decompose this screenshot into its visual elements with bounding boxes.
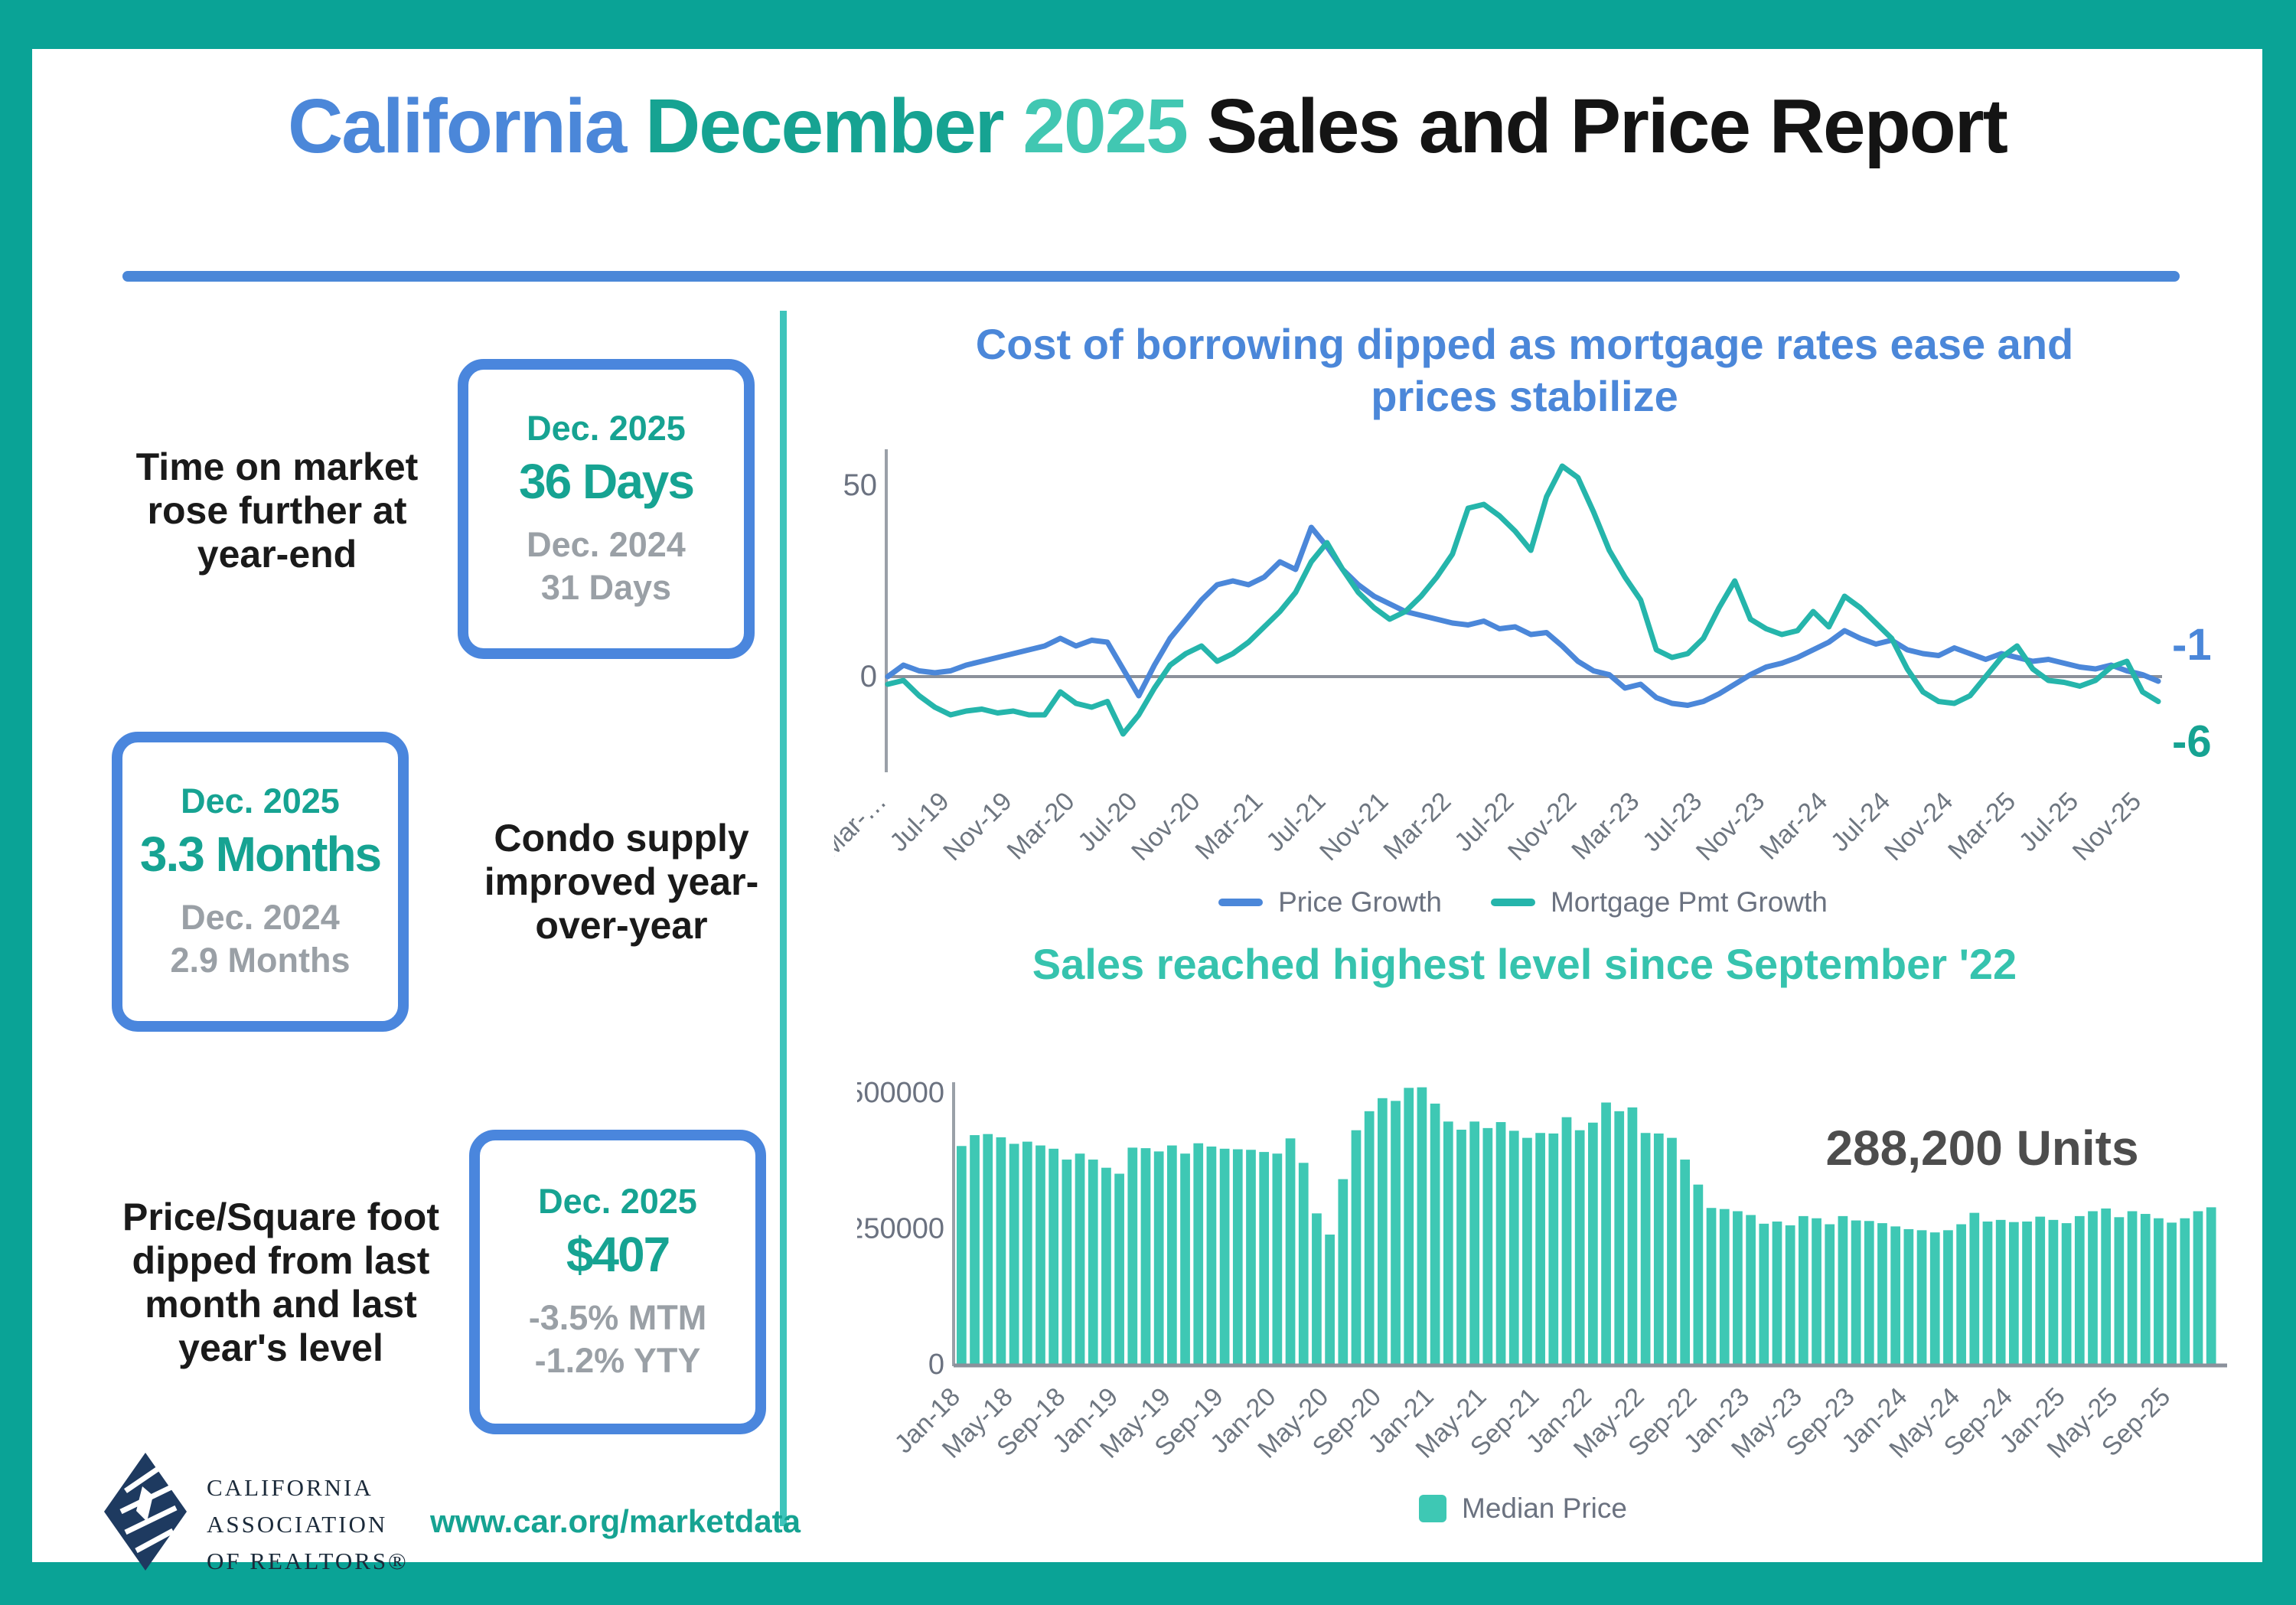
legend-label: Price Growth <box>1278 886 1442 918</box>
svg-text:Mar-23: Mar-23 <box>1566 787 1645 866</box>
column-divider <box>780 311 787 1526</box>
svg-text:Nov-23: Nov-23 <box>1691 787 1770 866</box>
logo-line-1: CALIFORNIA <box>207 1474 373 1501</box>
legend-item: Median Price <box>1419 1492 1627 1525</box>
title-part-december: December <box>645 83 1023 169</box>
logo-line-3: OF REALTORS® <box>207 1548 409 1575</box>
car-logo-text: CALIFORNIA ASSOCIATION OF REALTORS® <box>207 1470 459 1580</box>
svg-text:Mar-20: Mar-20 <box>1002 787 1081 866</box>
logo-line-2: ASSOCIATION <box>207 1511 388 1538</box>
bar-chart-title: Sales reached highest level since Septem… <box>1032 940 2017 988</box>
stat-yty-change: -1.2% YTY <box>534 1341 701 1380</box>
stat-value-days: 36 Days <box>519 453 695 509</box>
stat-box-condo-supply: Dec. 2025 3.3 Months Dec. 2024 2.9 Month… <box>112 732 409 1032</box>
stat-value-months: 3.3 Months <box>139 826 382 882</box>
stat-prev-period: Dec. 2024 <box>181 897 340 937</box>
svg-text:0: 0 <box>860 660 877 693</box>
legend-item: Mortgage Pmt Growth <box>1490 886 1828 918</box>
line-chart-svg: 050Mar-…Jul-19Nov-19Mar-20Jul-20Nov-20Ma… <box>815 449 2288 866</box>
title-underline-rule <box>122 271 2180 282</box>
bar-chart-legend: Median Price <box>834 1492 2212 1525</box>
svg-text:Nov-20: Nov-20 <box>1126 787 1205 866</box>
svg-text:Nov-25: Nov-25 <box>2067 787 2147 866</box>
car-logo-icon <box>104 1453 187 1571</box>
svg-text:Mar-25: Mar-25 <box>1942 787 2021 866</box>
stat-mtm-change: -3.5% MTM <box>528 1297 707 1337</box>
svg-text:-6.5%: -6.5% <box>2172 717 2212 767</box>
title-part-report: Sales and Price Report <box>1206 83 2008 169</box>
legend-item: Price Growth <box>1218 886 1442 918</box>
svg-text:Nov-19: Nov-19 <box>938 787 1017 866</box>
stat-value-price: $407 <box>566 1226 670 1282</box>
stat-label-time-on-market: Time on market rose further at year-end <box>135 445 419 576</box>
stat-prev-value: 31 Days <box>540 568 672 607</box>
legend-bar-swatch <box>1419 1495 1447 1522</box>
stat-prev-value: 2.9 Months <box>170 941 351 980</box>
legend-label: Median Price <box>1462 1492 1627 1524</box>
svg-text:Nov-24: Nov-24 <box>1879 787 1958 866</box>
marketdata-url-link[interactable]: www.car.org/marketdata <box>430 1503 801 1539</box>
stat-box-price-sqft: Dec. 2025 $407 -3.5% MTM -1.2% YTY <box>469 1130 766 1434</box>
stat-prev-period: Dec. 2024 <box>527 524 686 564</box>
legend-label: Mortgage Pmt Growth <box>1550 886 1828 918</box>
svg-text:-1.2%: -1.2% <box>2172 620 2212 670</box>
svg-text:Nov-22: Nov-22 <box>1502 787 1582 866</box>
bar-chart-svg: 0250000500000Jan-18May-18Sep-18Jan-19May… <box>847 1077 2227 1464</box>
title-part-year: 2025 <box>1022 83 1207 169</box>
stat-period: Dec. 2025 <box>527 408 686 448</box>
title-part-california: California <box>288 83 645 169</box>
content-area: California December 2025 Sales and Price… <box>32 49 2288 1574</box>
svg-text:Mar-21: Mar-21 <box>1189 787 1268 866</box>
legend-line-swatch <box>1218 899 1264 906</box>
svg-text:Mar-24: Mar-24 <box>1754 787 1833 866</box>
stat-label-price-sqft: Price/Square foot dipped from last month… <box>122 1196 439 1369</box>
svg-text:Mar-22: Mar-22 <box>1378 787 1456 866</box>
page-title: California December 2025 Sales and Price… <box>32 83 2262 171</box>
legend-line-swatch <box>1490 899 1535 906</box>
line-chart: 0 50 Mar-… Jul-19 Nov-19 Mar-20 Jul-20 Nov-20 Ma… <box>815 443 2288 872</box>
line-chart-legend: Price Growth Mortgage Pmt Growth <box>834 886 2212 918</box>
svg-text:Mar-…: Mar-… <box>834 787 892 863</box>
stat-period: Dec. 2025 <box>538 1181 697 1221</box>
svg-text:288,200 Units: 288,200 Units <box>1825 1121 2138 1176</box>
stat-period: Dec. 2025 <box>181 781 340 820</box>
svg-text:250000: 250000 <box>857 1213 944 1245</box>
svg-text:0: 0 <box>928 1349 944 1381</box>
bar-chart: 0250000500000Jan-18May-18Sep-18Jan-19May… <box>847 1012 2235 1502</box>
stat-box-days-on-market: Dec. 2025 36 Days Dec. 2024 31 Days <box>458 359 755 659</box>
stat-label-condo-supply: Condo supply improved year-over-year <box>484 816 759 947</box>
svg-text:50: 50 <box>843 468 878 502</box>
svg-text:Nov-21: Nov-21 <box>1314 787 1394 866</box>
line-chart-title: Cost of borrowing dipped as mortgage rat… <box>975 320 2074 421</box>
